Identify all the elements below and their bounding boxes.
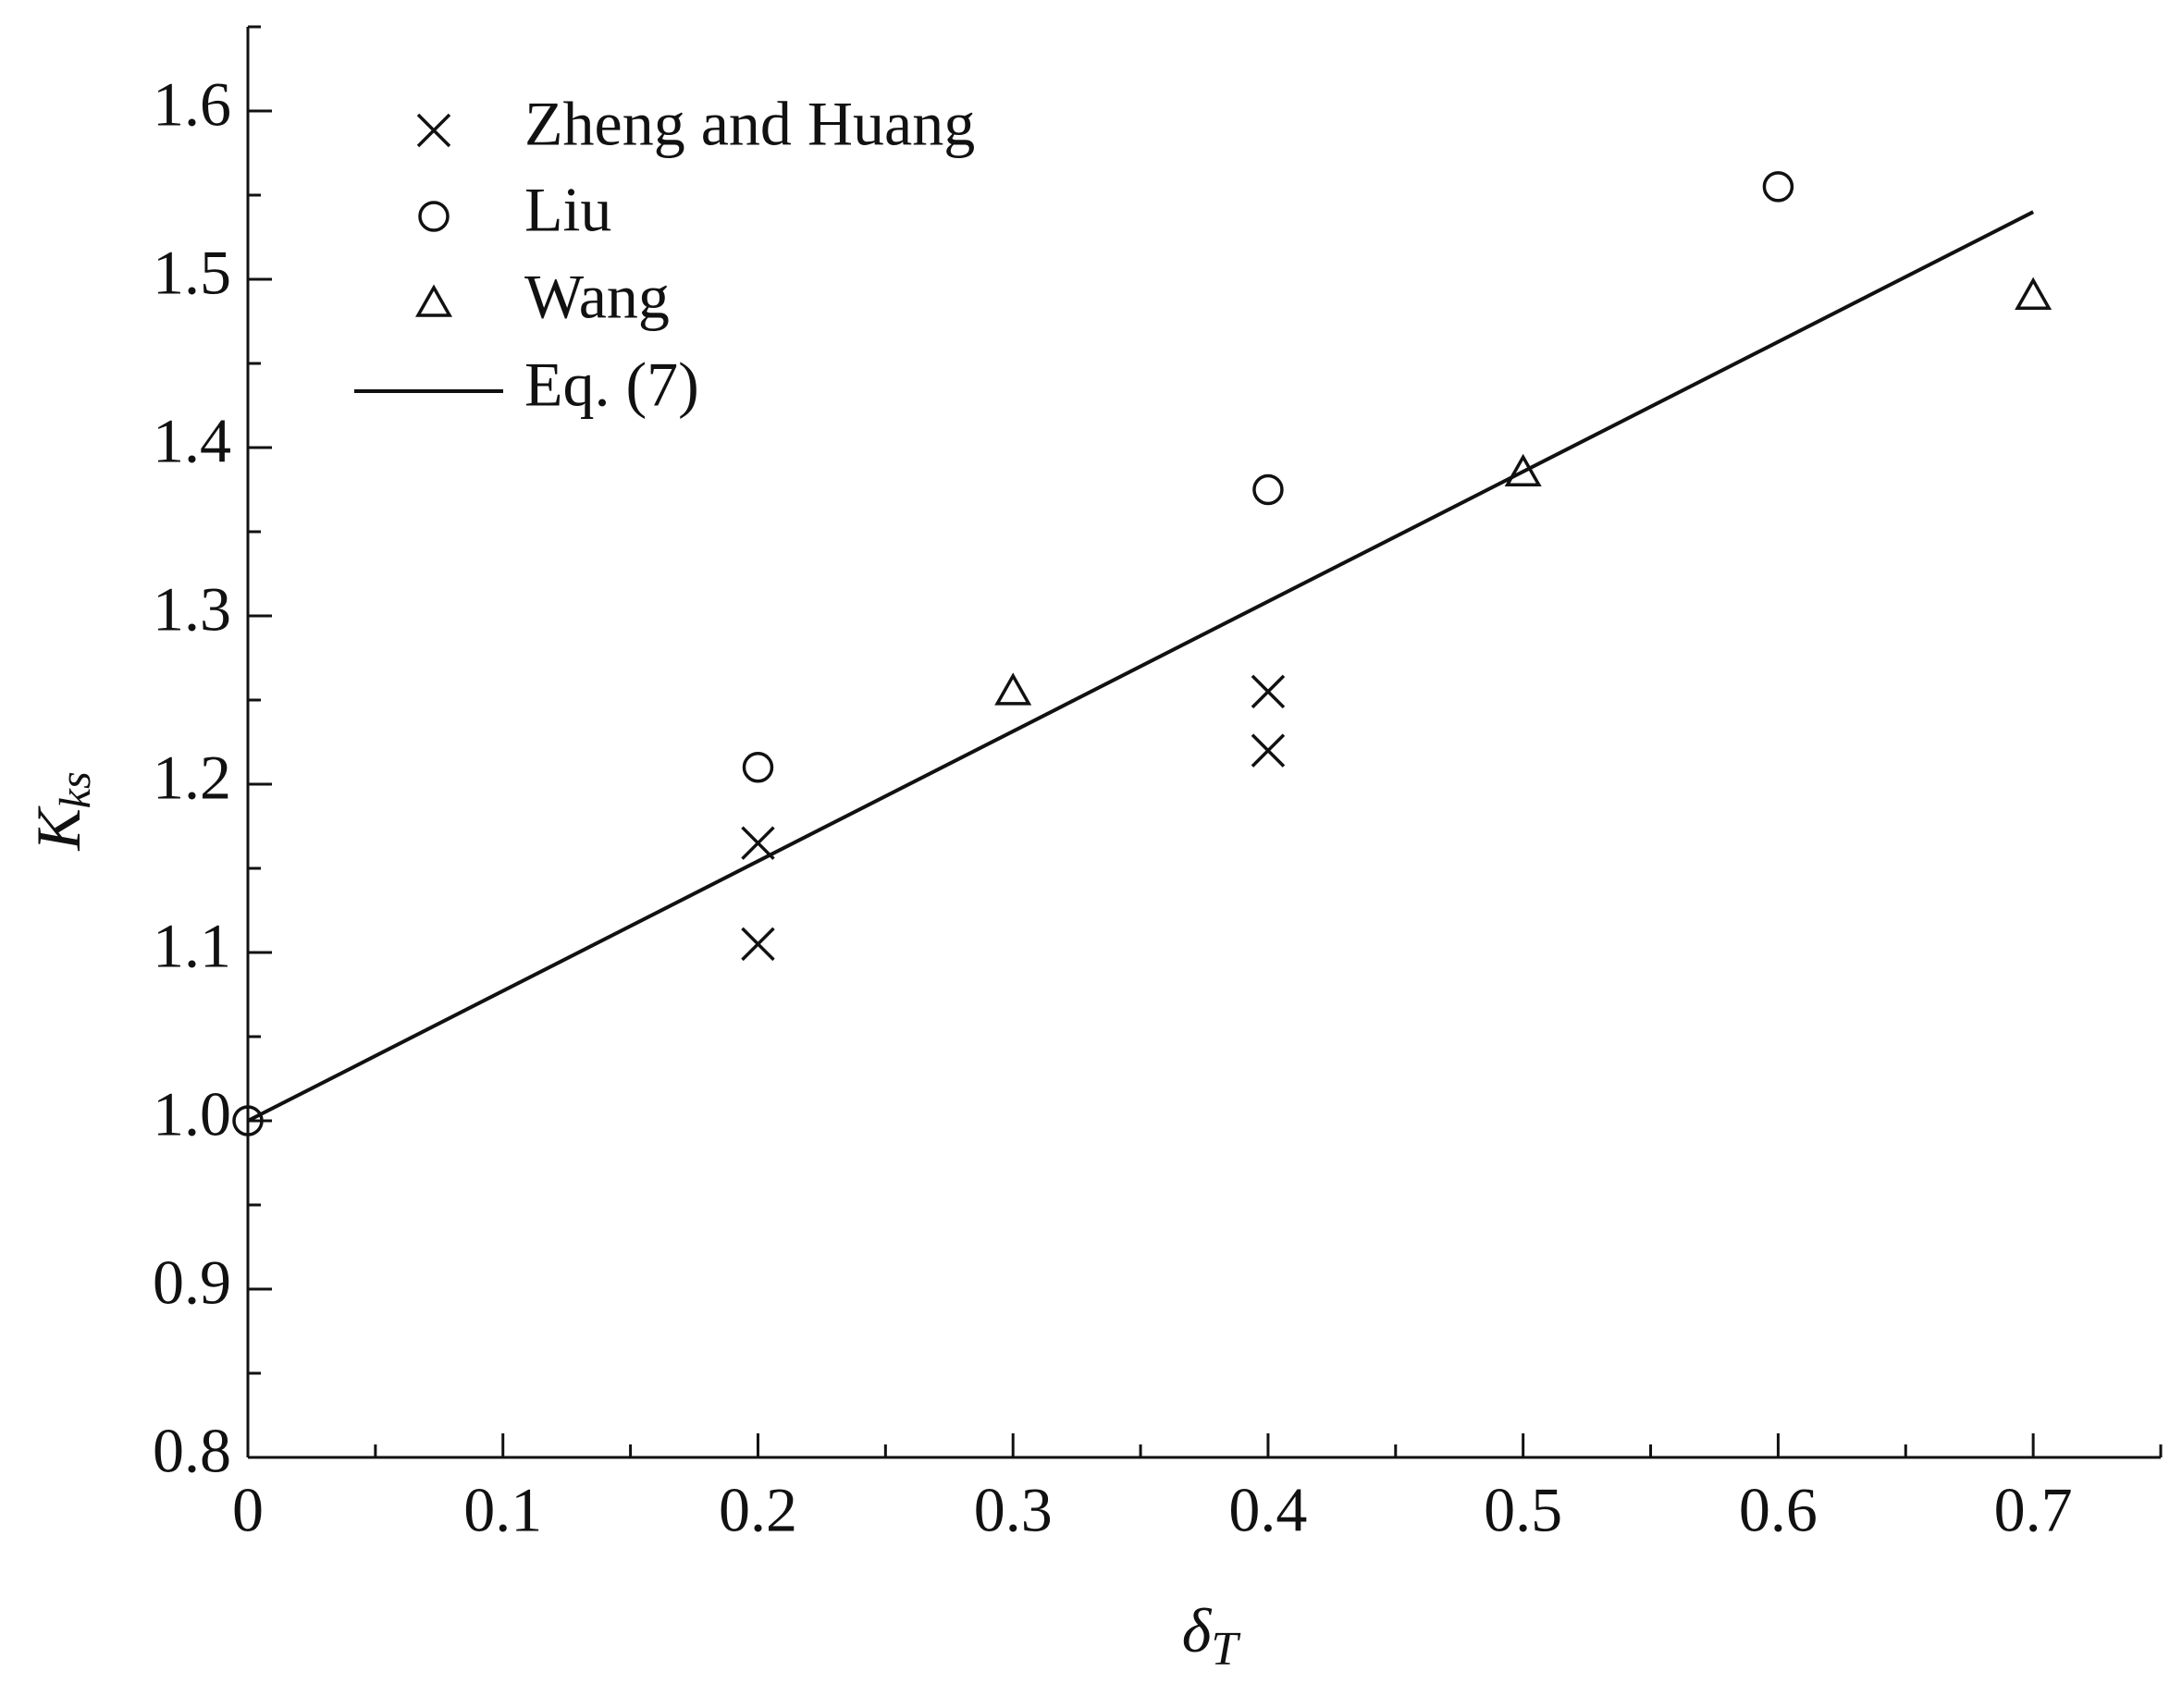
x-tick-label: 0.3 [974,1475,1053,1545]
x-tick-label: 0.6 [1739,1475,1818,1545]
legend-label: Wang [524,262,670,332]
y-tick-label: 1.3 [153,574,231,645]
y-tick-label: 1.2 [153,743,231,813]
point [741,927,775,962]
y-tick-label: 1.4 [153,406,231,476]
point [742,752,774,783]
point [1252,473,1284,506]
legend-label: Zheng and Huang [524,89,975,159]
legend-swatch [414,284,453,317]
x-tick-label: 0.4 [1228,1475,1307,1545]
y-tick-label: 1.5 [153,238,231,308]
legend-swatch [418,201,450,232]
x-tick-label: 0.2 [719,1475,797,1545]
legend-swatch [416,113,451,148]
point [994,672,1032,706]
point [1251,733,1286,768]
point [1762,171,1794,203]
x-label-sub: T [1211,1623,1240,1676]
legend-label: Eq. (7) [524,350,699,420]
legend-label: Liu [524,175,611,245]
point [232,1105,264,1137]
y-tick-label: 0.9 [153,1247,231,1318]
y-label-main: K [23,805,93,852]
point [2015,276,2053,310]
y-tick-label: 1.1 [153,911,231,981]
y-label-sub: ks [51,771,100,808]
point [1504,453,1542,487]
y-tick-label: 0.8 [153,1416,231,1486]
x-tick-label: 0.7 [1994,1475,2073,1545]
fit-line [247,210,2035,1123]
x-tick-label: 0.5 [1484,1475,1562,1545]
y-tick-label: 1.6 [153,69,231,140]
y-tick-label: 1.0 [153,1079,231,1149]
x-label-main: δ [1182,1595,1213,1665]
y-axis-label: Kks [23,771,100,851]
x-axis-label: δT [1182,1595,1241,1676]
point [1251,674,1286,709]
x-tick-label: 0 [232,1475,264,1545]
point [741,826,775,860]
x-tick-label: 0.1 [463,1475,542,1545]
